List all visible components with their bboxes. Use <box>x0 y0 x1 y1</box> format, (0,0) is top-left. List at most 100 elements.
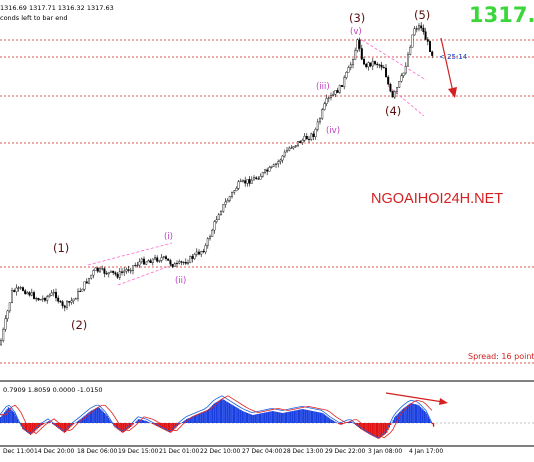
candle-body <box>297 141 300 146</box>
candle-body <box>215 219 218 222</box>
histogram-bar <box>137 419 140 423</box>
histogram-bar <box>217 401 219 423</box>
histogram-bar <box>27 423 29 433</box>
histogram-bar <box>226 401 228 423</box>
candle-body <box>235 188 238 192</box>
histogram-bar <box>332 420 335 423</box>
histogram-bar <box>23 423 25 431</box>
histogram-bar <box>232 405 234 423</box>
histogram-bar <box>209 407 211 423</box>
histogram-bar <box>325 415 327 423</box>
histogram-bar <box>429 419 431 423</box>
candle-body <box>173 263 176 267</box>
histogram-bar <box>309 410 311 423</box>
histogram-bar <box>426 413 428 423</box>
histogram-bar <box>70 423 72 427</box>
candle-body <box>407 54 410 67</box>
histogram-bar <box>193 415 195 423</box>
wave-label-2: (2) <box>71 318 88 332</box>
histogram-bar <box>335 422 337 423</box>
histogram-bar <box>130 423 132 427</box>
candle-body <box>147 260 150 263</box>
candle-body <box>65 301 68 308</box>
histogram-bar <box>58 423 60 429</box>
histogram-bar <box>260 413 262 423</box>
histogram-bar <box>131 423 133 426</box>
candle-body <box>158 260 161 262</box>
histogram-bar <box>163 423 166 430</box>
candle-body <box>169 260 172 265</box>
histogram-bar <box>191 416 193 423</box>
candle-body <box>114 272 117 275</box>
histogram-bar <box>202 412 205 423</box>
candle-body <box>41 297 44 300</box>
histogram-bar <box>417 404 419 423</box>
histogram-bar <box>416 404 418 423</box>
histogram-bar <box>126 423 128 430</box>
candle-body <box>345 72 348 78</box>
candle-body <box>204 245 207 253</box>
histogram-bar <box>198 413 201 423</box>
histogram-bar <box>421 408 423 423</box>
histogram-bar <box>276 411 279 423</box>
histogram-bar <box>291 411 293 423</box>
histogram-bar <box>339 423 341 425</box>
histogram-bar <box>187 418 189 423</box>
histogram-bar <box>279 412 281 423</box>
candle-body <box>142 258 145 265</box>
histogram-bar <box>271 411 273 423</box>
candle-body <box>92 270 95 276</box>
candle-body <box>145 261 148 265</box>
bar-countdown: conds left to bar end <box>0 14 68 22</box>
histogram-bar <box>386 423 388 433</box>
channel-line <box>387 85 425 117</box>
candle-body <box>162 256 165 258</box>
indicator-histogram <box>0 399 435 439</box>
candle-body <box>387 76 390 85</box>
histogram-bar <box>228 403 231 423</box>
candle-body <box>426 39 429 42</box>
histogram-bar <box>283 412 285 423</box>
candle-body <box>129 270 132 272</box>
candle-body <box>68 301 71 303</box>
histogram-bar <box>379 423 381 438</box>
candle-body <box>259 176 262 180</box>
histogram-bar <box>321 412 323 423</box>
histogram-bar <box>107 417 110 423</box>
histogram-bar <box>182 422 184 423</box>
histogram-bar <box>18 421 20 423</box>
candle-body <box>246 179 249 184</box>
histogram-bar <box>425 412 427 423</box>
candle-body <box>109 270 112 273</box>
divergence-line <box>385 392 444 403</box>
candle-body <box>352 59 355 65</box>
candle-body <box>303 135 306 141</box>
candle-body <box>230 192 233 197</box>
candle-body <box>336 90 339 93</box>
histogram-bar <box>165 423 167 431</box>
histogram-bar <box>65 423 67 432</box>
histogram-bar <box>178 423 180 425</box>
candle-body <box>398 81 401 88</box>
histogram-bar <box>72 423 75 425</box>
histogram-bar <box>106 415 108 423</box>
histogram-bar <box>62 423 64 432</box>
candle-body <box>224 201 227 205</box>
histogram-bar <box>100 409 102 423</box>
wave-label-3: (3) <box>349 11 366 25</box>
histogram-bar <box>422 409 424 423</box>
histogram-bar <box>287 411 289 423</box>
histogram-bar <box>297 409 299 423</box>
histogram-bar <box>395 415 397 423</box>
histogram-bar <box>67 423 69 430</box>
histogram-bar <box>257 413 259 423</box>
candle-body <box>312 133 315 137</box>
x-tick: 19 Dec 15:00 <box>118 448 159 455</box>
histogram-bar <box>144 420 146 423</box>
candle-body <box>24 290 27 295</box>
histogram-bar <box>105 414 107 423</box>
histogram-bar <box>66 423 68 431</box>
histogram-bar <box>36 423 38 430</box>
histogram-bar <box>413 403 415 423</box>
